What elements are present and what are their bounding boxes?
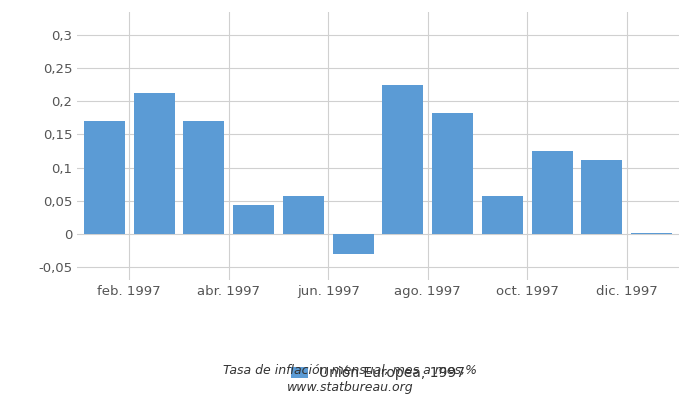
Bar: [183, 121, 224, 234]
Text: www.statbureau.org: www.statbureau.org: [287, 381, 413, 394]
Text: Tasa de inflación mensual, mes a mes,%: Tasa de inflación mensual, mes a mes,%: [223, 364, 477, 377]
Bar: [532, 151, 573, 234]
Bar: [332, 234, 374, 254]
Bar: [432, 113, 473, 234]
Bar: [84, 121, 125, 234]
Bar: [283, 196, 324, 234]
Legend: Unión Europea, 1997: Unión Europea, 1997: [286, 360, 470, 386]
Bar: [482, 196, 523, 234]
Bar: [233, 204, 274, 234]
Bar: [582, 160, 622, 234]
Bar: [134, 93, 174, 234]
Bar: [382, 85, 424, 234]
Bar: [631, 233, 672, 234]
